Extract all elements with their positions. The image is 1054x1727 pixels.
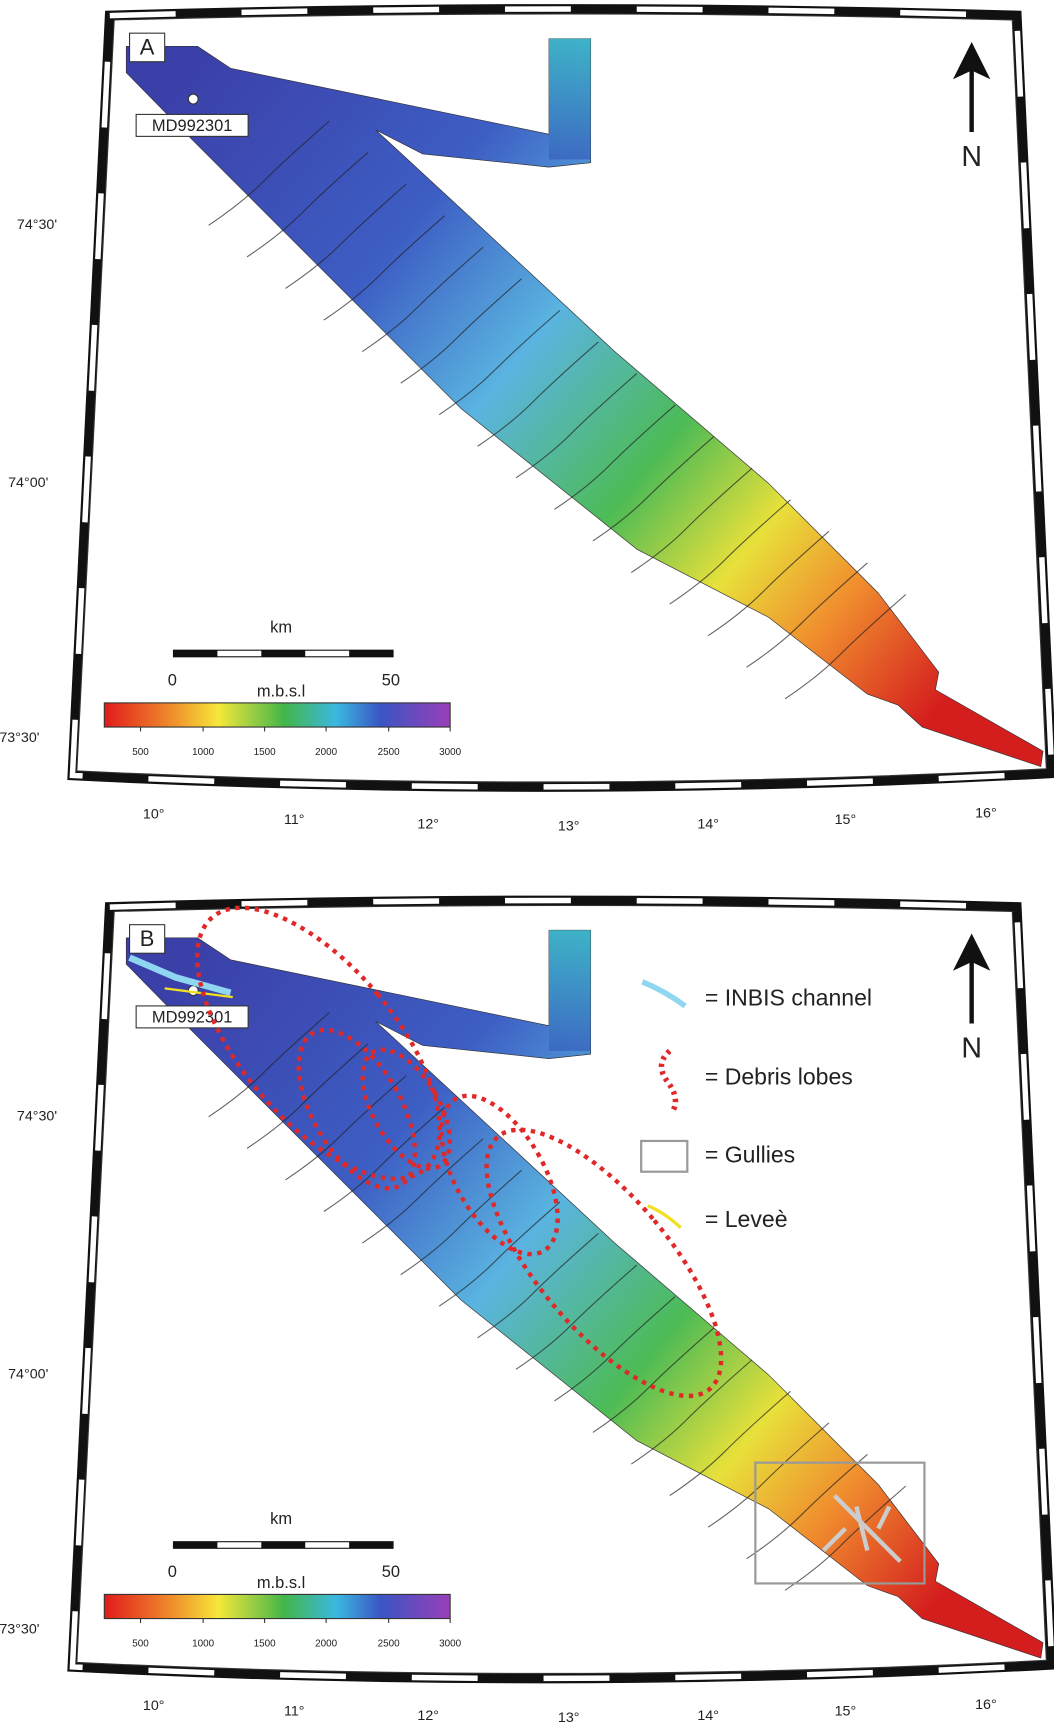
- latitude-label: 74°30': [17, 1109, 57, 1125]
- north-label: N: [961, 1032, 982, 1064]
- legend-label: = Gullies: [705, 1141, 795, 1167]
- longitude-label: 13°: [558, 819, 580, 835]
- legend-label: = Debris lobes: [705, 1063, 853, 1089]
- colorbar-tick-label: 2500: [378, 1638, 400, 1649]
- page: {"panels": [ {"label": "A", "sample": "M…: [0, 0, 1054, 1722]
- colorbar-tick-label: 2000: [315, 747, 337, 758]
- north-label: N: [961, 141, 982, 173]
- scale-tick-label: 50: [382, 671, 400, 689]
- scale-unit: km: [270, 619, 292, 637]
- latitude-label: 74°00': [8, 1367, 48, 1383]
- scale-bar-segment: [173, 650, 217, 657]
- longitude-label: 15°: [835, 812, 857, 828]
- longitude-label: 16°: [975, 1697, 997, 1713]
- colorbar-tick-label: 500: [132, 747, 149, 758]
- panel-label: A: [140, 34, 155, 59]
- longitude-label: 11°: [284, 1704, 305, 1720]
- longitude-label: 10°: [143, 1698, 165, 1714]
- latitude-label: 73°30': [0, 1621, 40, 1637]
- latitude-label: 74°30': [17, 217, 57, 233]
- scale-bar-segment: [173, 1542, 217, 1549]
- longitude-label: 12°: [417, 1708, 439, 1722]
- scale-bar-segment: [261, 1542, 305, 1549]
- latitude-label: 73°30': [0, 730, 40, 746]
- longitude-label: 10°: [143, 807, 165, 823]
- sample-label: MD992301: [152, 117, 232, 135]
- longitude-label: 14°: [697, 817, 719, 833]
- legend-label: = INBIS channel: [705, 984, 872, 1010]
- longitude-label: 16°: [975, 806, 997, 822]
- bathymetry-strip: [549, 39, 591, 160]
- scale-bar-segment: [349, 650, 393, 657]
- legend-label: = Leveè: [705, 1206, 788, 1232]
- colorbar-tick-label: 3000: [439, 1638, 461, 1649]
- panel-label: B: [140, 926, 155, 951]
- colorbar-tick-label: 500: [132, 1638, 149, 1649]
- colorbar-tick-label: 1000: [192, 747, 214, 758]
- scale-tick-label: 0: [168, 1563, 177, 1581]
- colorbar: [104, 1594, 450, 1618]
- colorbar-tick-label: 1000: [192, 1638, 214, 1649]
- scale-tick-label: 50: [382, 1563, 400, 1581]
- colorbar: [104, 703, 450, 727]
- sample-site: [188, 94, 198, 104]
- colorbar-tick-label: 1500: [254, 1638, 276, 1649]
- longitude-label: 12°: [417, 817, 439, 833]
- sample-label: MD992301: [152, 1008, 232, 1026]
- map-panel: B MD992301 N 74°30' 74°00' 73°30' 10° 11° 12° 13°…: [0, 868, 1052, 1722]
- map-panel: A MD992301 N 74°30' 74°00' 73°30' 10° 11° 12° 13°…: [0, 9, 1052, 835]
- longitude-label: 13°: [558, 1710, 580, 1722]
- colorbar-tick-label: 2000: [315, 1638, 337, 1649]
- bathymetry-strip: [549, 930, 591, 1051]
- figure: A MD992301 N 74°30' 74°00' 73°30' 10° 11° 12° 13°…: [0, 0, 1054, 1722]
- colorbar-tick-label: 2500: [378, 747, 400, 758]
- colorbar-tick-label: 1500: [254, 747, 276, 758]
- scale-tick-label: 0: [168, 671, 177, 689]
- colorbar-tick-label: 3000: [439, 747, 461, 758]
- scale-bar-segment: [261, 650, 305, 657]
- longitude-label: 14°: [697, 1708, 719, 1722]
- scale-unit: km: [270, 1510, 292, 1528]
- scale-bar-segment: [349, 1542, 393, 1549]
- longitude-label: 11°: [284, 812, 305, 828]
- colorbar-title: m.b.s.l: [257, 1574, 305, 1592]
- colorbar-title: m.b.s.l: [257, 682, 305, 700]
- latitude-label: 74°00': [8, 475, 48, 491]
- legend-gullies-symbol: [641, 1141, 687, 1172]
- longitude-label: 15°: [835, 1704, 857, 1720]
